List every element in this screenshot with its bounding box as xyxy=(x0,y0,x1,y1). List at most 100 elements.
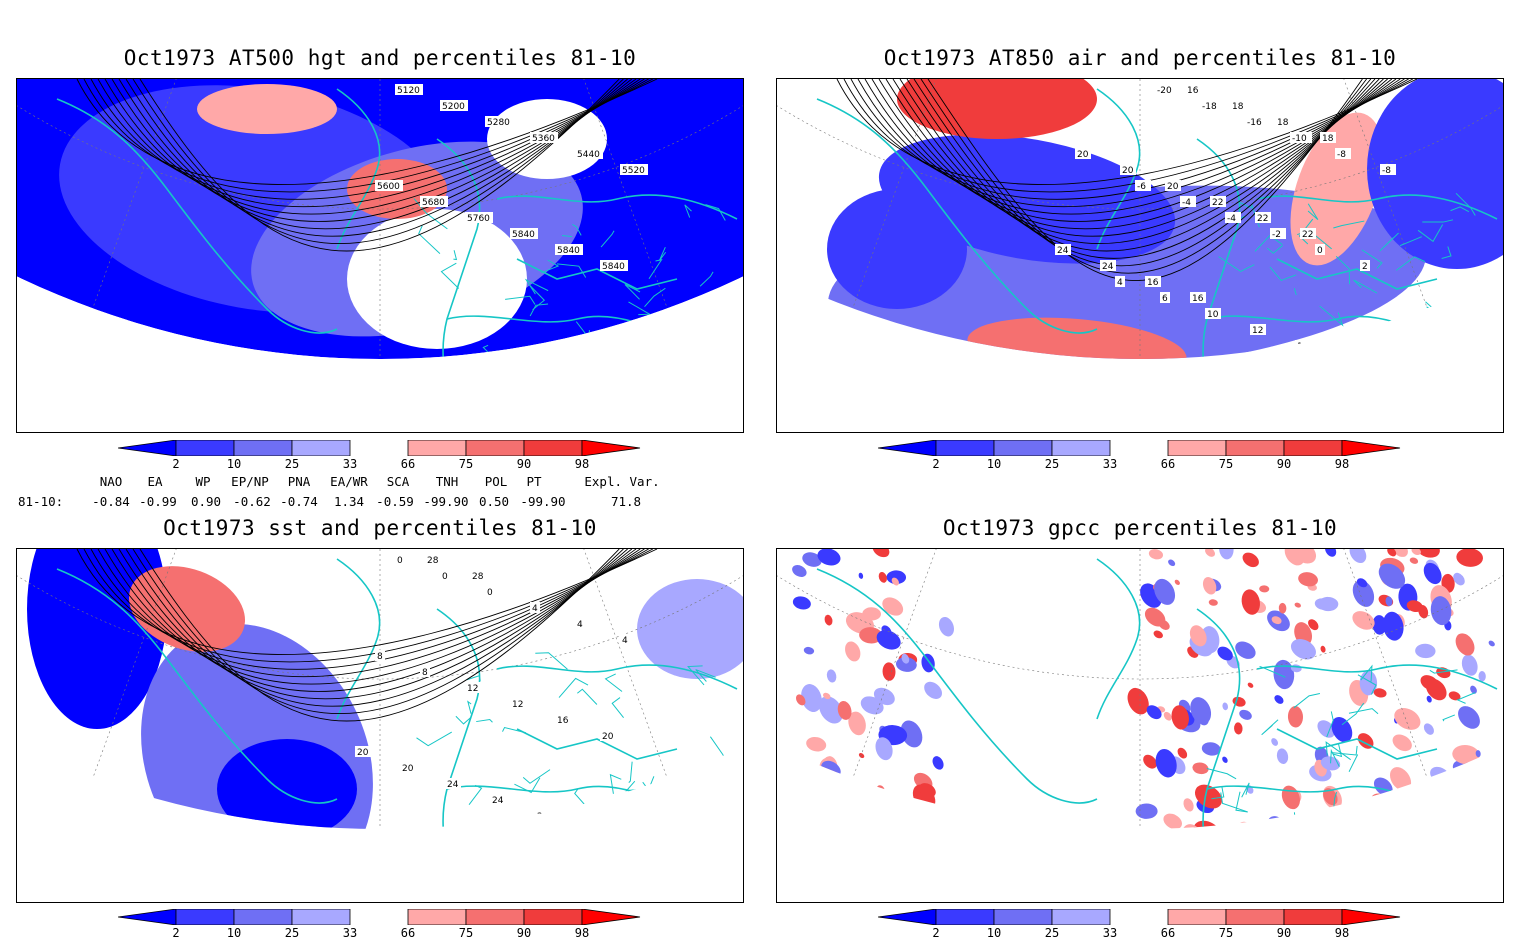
colorbar-arrow-low xyxy=(877,439,937,457)
country-border xyxy=(1446,782,1476,796)
contour-label: 22 xyxy=(1257,214,1268,224)
country-border xyxy=(1306,839,1326,850)
anomaly-patch xyxy=(1201,742,1221,756)
anomaly-patch xyxy=(875,737,893,761)
country-border xyxy=(574,788,588,808)
contour-label: 16 xyxy=(1142,390,1154,400)
colorbar-svg xyxy=(117,908,641,926)
contour-label: -20 xyxy=(1157,86,1172,96)
country-border xyxy=(1423,313,1438,330)
anomaly-patch xyxy=(1488,640,1495,647)
country-border xyxy=(1399,236,1422,247)
country-border xyxy=(687,665,705,686)
contour-label: 14 xyxy=(1297,342,1309,352)
country-border xyxy=(624,284,641,300)
colorbar-tick-label: 25 xyxy=(284,926,300,940)
country-border xyxy=(689,793,700,803)
anomaly-patch xyxy=(1372,866,1394,893)
colorbar-tick-label: 2 xyxy=(932,457,940,471)
contour-label-bg xyxy=(1140,388,1156,399)
country-border xyxy=(440,262,460,289)
index-value: -0.59 xyxy=(376,494,414,509)
contour-label: -8 xyxy=(1337,150,1346,160)
anomaly-patch xyxy=(1135,803,1158,819)
colorbar-tick-label: 90 xyxy=(1276,926,1292,940)
anomaly-patch xyxy=(1423,723,1434,735)
anomaly-patch xyxy=(1291,549,1317,564)
country-border xyxy=(577,688,598,705)
anomaly-patch xyxy=(837,701,852,720)
country-border xyxy=(582,392,606,407)
anomaly-patch xyxy=(1183,798,1194,812)
contour-label-bg xyxy=(555,244,583,255)
contour-label: 16 xyxy=(1187,86,1199,96)
country-border xyxy=(1429,669,1458,674)
anomaly-patch xyxy=(1373,688,1387,698)
index-value: 0.50 xyxy=(478,494,510,509)
anomaly-patch xyxy=(1372,615,1387,635)
contour-line xyxy=(76,79,658,185)
contour-label: 5280 xyxy=(487,118,510,128)
contour-label-bg xyxy=(1190,292,1206,303)
anomaly-patch xyxy=(1464,786,1493,807)
contour-label-bg xyxy=(1180,196,1196,207)
country-border xyxy=(1348,754,1359,773)
contour-line xyxy=(83,79,654,193)
anomaly-patch xyxy=(1464,797,1471,806)
anomaly-patch xyxy=(1477,852,1486,861)
country-border xyxy=(1369,411,1389,432)
anomaly-patch xyxy=(1177,747,1188,759)
anomaly-patch xyxy=(197,84,337,134)
country-border xyxy=(1254,234,1283,252)
contour-label-bg xyxy=(1210,196,1226,207)
country-border xyxy=(1266,245,1283,254)
colorbar-tick-label: 33 xyxy=(1102,457,1118,471)
contour-label-bg xyxy=(1205,308,1221,319)
colorbar-tick-label: 66 xyxy=(400,457,416,471)
index-header: SCA xyxy=(386,474,410,489)
colorbar-segment xyxy=(935,439,995,457)
country-border xyxy=(635,884,654,892)
country-border xyxy=(1307,203,1319,221)
coastline xyxy=(1196,608,1241,829)
anomaly-patch xyxy=(1158,619,1170,630)
country-border xyxy=(1455,192,1476,216)
anomaly-patch xyxy=(1317,720,1335,738)
country-border xyxy=(637,834,647,849)
country-border xyxy=(505,295,536,305)
anomaly-patch xyxy=(1352,580,1375,607)
contour-label-bg xyxy=(1320,132,1336,143)
country-border xyxy=(604,673,623,692)
country-border xyxy=(696,772,716,789)
contour-label: 8 xyxy=(377,652,383,662)
contour-label: 5840 xyxy=(602,262,625,272)
country-border xyxy=(1220,792,1248,813)
anomaly-patch xyxy=(1324,549,1337,557)
country-border xyxy=(529,364,547,370)
anomaly-patch xyxy=(1385,596,1393,607)
contour-label: 16 xyxy=(557,716,569,726)
map-hgt500-svg: 5120 5200 5280 5360 5440 5520 5600 5680 5760 5840… xyxy=(17,79,743,407)
anomaly-patch xyxy=(637,579,743,679)
anomaly-patch xyxy=(921,653,935,673)
contour-label: 12 xyxy=(1252,326,1263,336)
contour-label: 16 xyxy=(1192,294,1204,304)
contour-label-bg xyxy=(470,570,486,581)
anomaly-patch xyxy=(931,848,955,871)
country-border xyxy=(1410,803,1429,812)
colorbar-tick-label: 98 xyxy=(1334,926,1350,940)
contour-label-bg xyxy=(1340,356,1356,359)
contour-label: 4 xyxy=(622,636,628,646)
contour-label-bg xyxy=(485,116,513,127)
anomaly-patch xyxy=(876,870,883,878)
anomaly-patch xyxy=(1475,750,1481,758)
country-border xyxy=(699,271,714,287)
contour-label: 2 xyxy=(1362,262,1368,272)
anomaly-patch xyxy=(1314,869,1330,890)
anomaly-patch xyxy=(1309,849,1332,876)
anomaly-patch xyxy=(938,616,954,637)
colorbar-segment xyxy=(1051,908,1111,926)
country-border xyxy=(1361,249,1383,269)
country-border xyxy=(1417,224,1444,243)
anomaly-patch xyxy=(1171,705,1189,730)
